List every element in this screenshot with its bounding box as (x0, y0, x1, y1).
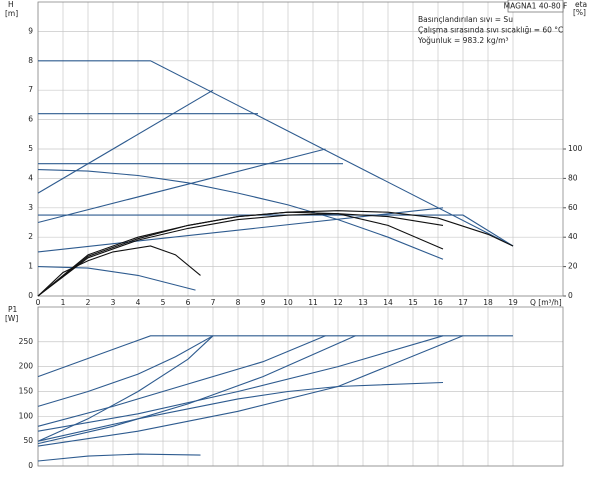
x-tick-label: 0 (36, 298, 41, 307)
curve (37, 335, 326, 427)
x-tick-label: 16 (433, 298, 443, 307)
curve (37, 207, 444, 253)
curve (37, 148, 326, 224)
y-axis-unit: [m] (5, 9, 18, 18)
curve (37, 335, 214, 442)
x-tick-label: 4 (136, 298, 141, 307)
x-tick-label: 3 (111, 298, 116, 307)
y-tick-label: 150 (19, 386, 34, 395)
y-axis-label: H (8, 0, 14, 9)
y-tick-label: 100 (19, 411, 34, 420)
x-tick-label: 7 (211, 298, 216, 307)
y-tick-label: 9 (28, 26, 33, 35)
y2-tick-label: 80 (568, 173, 578, 182)
y-tick-label: 1 (28, 262, 33, 271)
x-tick-label: 13 (358, 298, 368, 307)
x-axis-label: Q [m³/h] (530, 298, 562, 307)
y-axis-unit: [W] (5, 314, 18, 323)
x-tick-label: 18 (483, 298, 493, 307)
plot-frame (37, 306, 564, 467)
y-tick-label: 0 (28, 291, 33, 300)
y-tick-label: 5 (28, 144, 33, 153)
curve (37, 335, 356, 445)
y-tick-label: 250 (19, 337, 34, 346)
y2-axis-label: eta (575, 0, 587, 9)
annotation: Yoğunluk = 983.2 kg/m³ (417, 36, 508, 45)
y2-tick-label: 60 (568, 203, 578, 212)
x-tick-label: 5 (161, 298, 166, 307)
curve (37, 381, 444, 442)
y-axis-label: P1 (8, 305, 18, 314)
y-tick-label: 6 (28, 115, 33, 124)
x-tick-label: 11 (308, 298, 318, 307)
y2-tick-label: 0 (568, 291, 573, 300)
title-box (507, 0, 564, 13)
x-tick-label: 8 (236, 298, 241, 307)
curve (37, 211, 444, 297)
annotation: Basınçlandırılan sıvı = Su (418, 15, 513, 24)
title: MAGNA1 40-80 F (504, 2, 568, 11)
y2-tick-label: 100 (568, 144, 583, 153)
y2-tick-label: 40 (568, 232, 578, 241)
curve (37, 335, 464, 447)
x-tick-label: 15 (408, 298, 418, 307)
y-tick-label: 0 (28, 461, 33, 470)
annotation: Çalışma sırasında sıvı sıcaklığı = 60 °C (418, 26, 563, 35)
y2-tick-label: 20 (568, 262, 578, 271)
x-tick-label: 9 (261, 298, 266, 307)
curve (38, 214, 514, 247)
curve (37, 245, 201, 297)
curve (37, 335, 513, 378)
x-tick-label: 6 (186, 298, 191, 307)
y-tick-label: 200 (19, 362, 34, 371)
y-tick-label: 50 (23, 436, 33, 445)
y-tick-label: 3 (28, 203, 33, 212)
x-tick-label: 14 (383, 298, 393, 307)
y-tick-label: 7 (28, 85, 33, 94)
plot-frame (37, 1, 564, 297)
curve (37, 266, 196, 291)
curve (37, 169, 444, 260)
x-tick-label: 17 (458, 298, 468, 307)
y-tick-label: 4 (28, 173, 33, 182)
curve (37, 89, 214, 194)
y2-axis-unit: [%] (573, 8, 586, 17)
x-tick-label: 19 (508, 298, 518, 307)
curve (38, 60, 514, 247)
x-tick-label: 1 (61, 298, 66, 307)
x-tick-label: 2 (86, 298, 91, 307)
x-tick-label: 12 (333, 298, 343, 307)
y-tick-label: 8 (28, 56, 33, 65)
curve (37, 453, 201, 462)
y-tick-label: 2 (28, 232, 33, 241)
curve (37, 213, 444, 297)
curve (37, 335, 214, 407)
x-tick-label: 10 (283, 298, 293, 307)
curve (37, 335, 444, 432)
